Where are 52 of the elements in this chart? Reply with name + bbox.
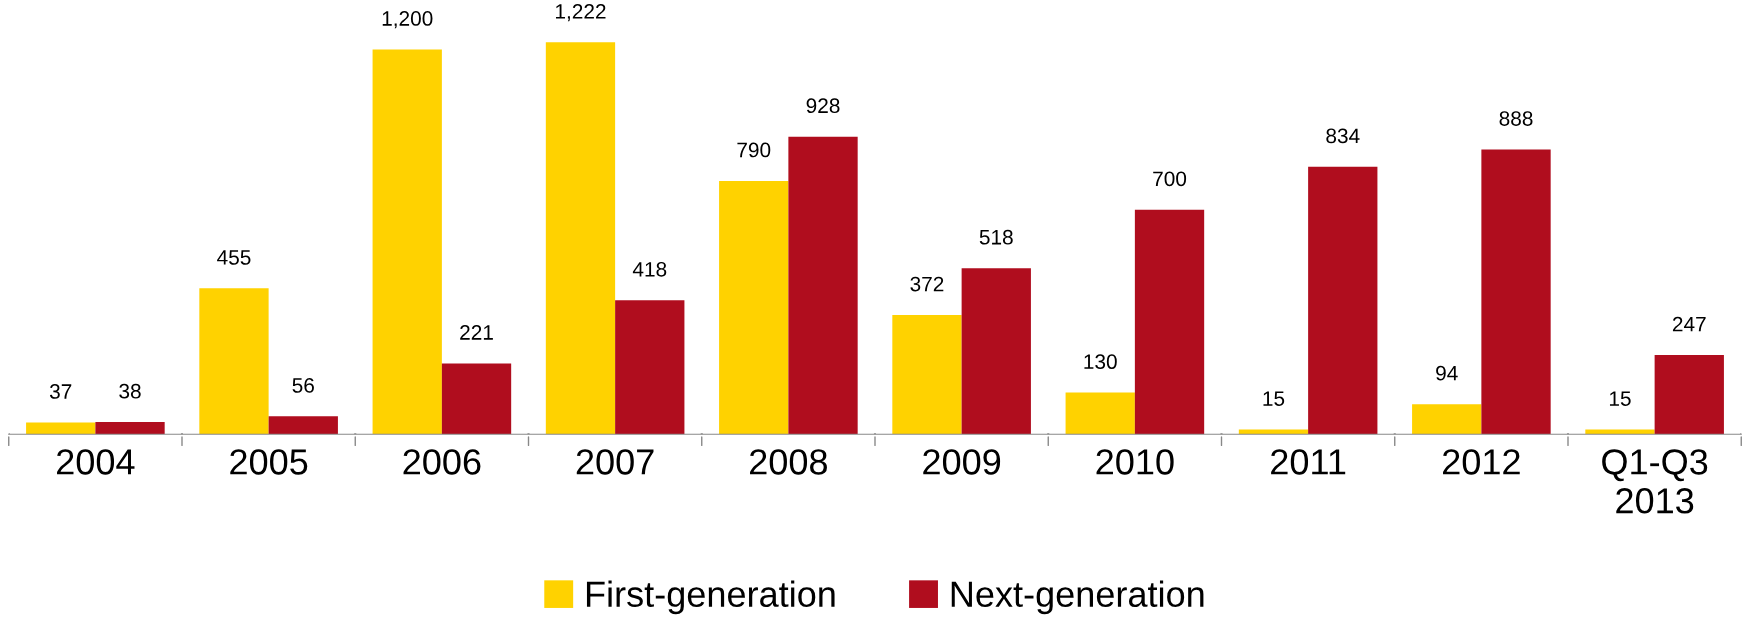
data-label: 455 [217,250,251,265]
data-label: 700 [1153,171,1187,187]
x-tick-label: 2010 [1096,449,1174,475]
bar [961,268,1031,435]
bar [1238,429,1309,435]
x-tick-label: 2011 [1271,449,1346,475]
bar [1585,429,1655,435]
x-tick-label: 2007 [576,449,654,475]
bar [615,300,685,435]
data-label: 221 [460,325,493,340]
data-label: 928 [806,98,840,114]
bar [788,136,858,435]
bar [1134,209,1205,435]
bar [1308,166,1378,435]
bar [95,422,165,435]
data-label: 247 [1672,316,1706,332]
x-tick-label: 2012 [1443,449,1520,475]
data-label: 834 [1326,128,1360,144]
data-label: 56 [292,378,314,393]
data-label: 130 [1084,354,1117,370]
bar [892,314,962,435]
bar [26,422,96,435]
data-label: 94 [1436,365,1458,381]
data-label: 790 [737,142,771,158]
x-tick-label: 2005 [230,449,308,475]
data-label: 518 [979,229,1013,245]
x-tick-label: Q1-Q3 2013 [1602,449,1708,514]
bar [1412,404,1482,435]
data-label: 37 [49,384,72,399]
bar [1065,392,1135,435]
x-tick-label: 2009 [923,449,1001,475]
x-tick-label: 2008 [750,449,827,475]
data-label: 1,222 [556,4,606,22]
data-label: 15 [1263,391,1285,406]
x-tick-label: 2004 [57,449,135,475]
bar [719,180,789,435]
data-label: 1,200 [382,11,433,29]
legend-label: First-generation [586,580,835,615]
data-label: 38 [119,383,141,399]
x-tick-label: 2006 [403,449,481,475]
data-label: 15 [1609,391,1631,406]
bar [1481,149,1551,435]
legend-label: Next-generation [951,580,1204,615]
bar [268,416,338,435]
data-label: 372 [910,276,944,292]
bar [441,363,512,435]
bar [199,288,269,435]
bar [372,49,442,435]
bar [1654,355,1724,435]
data-label: 418 [632,261,667,277]
bar [545,42,616,435]
data-label: 888 [1499,111,1533,126]
